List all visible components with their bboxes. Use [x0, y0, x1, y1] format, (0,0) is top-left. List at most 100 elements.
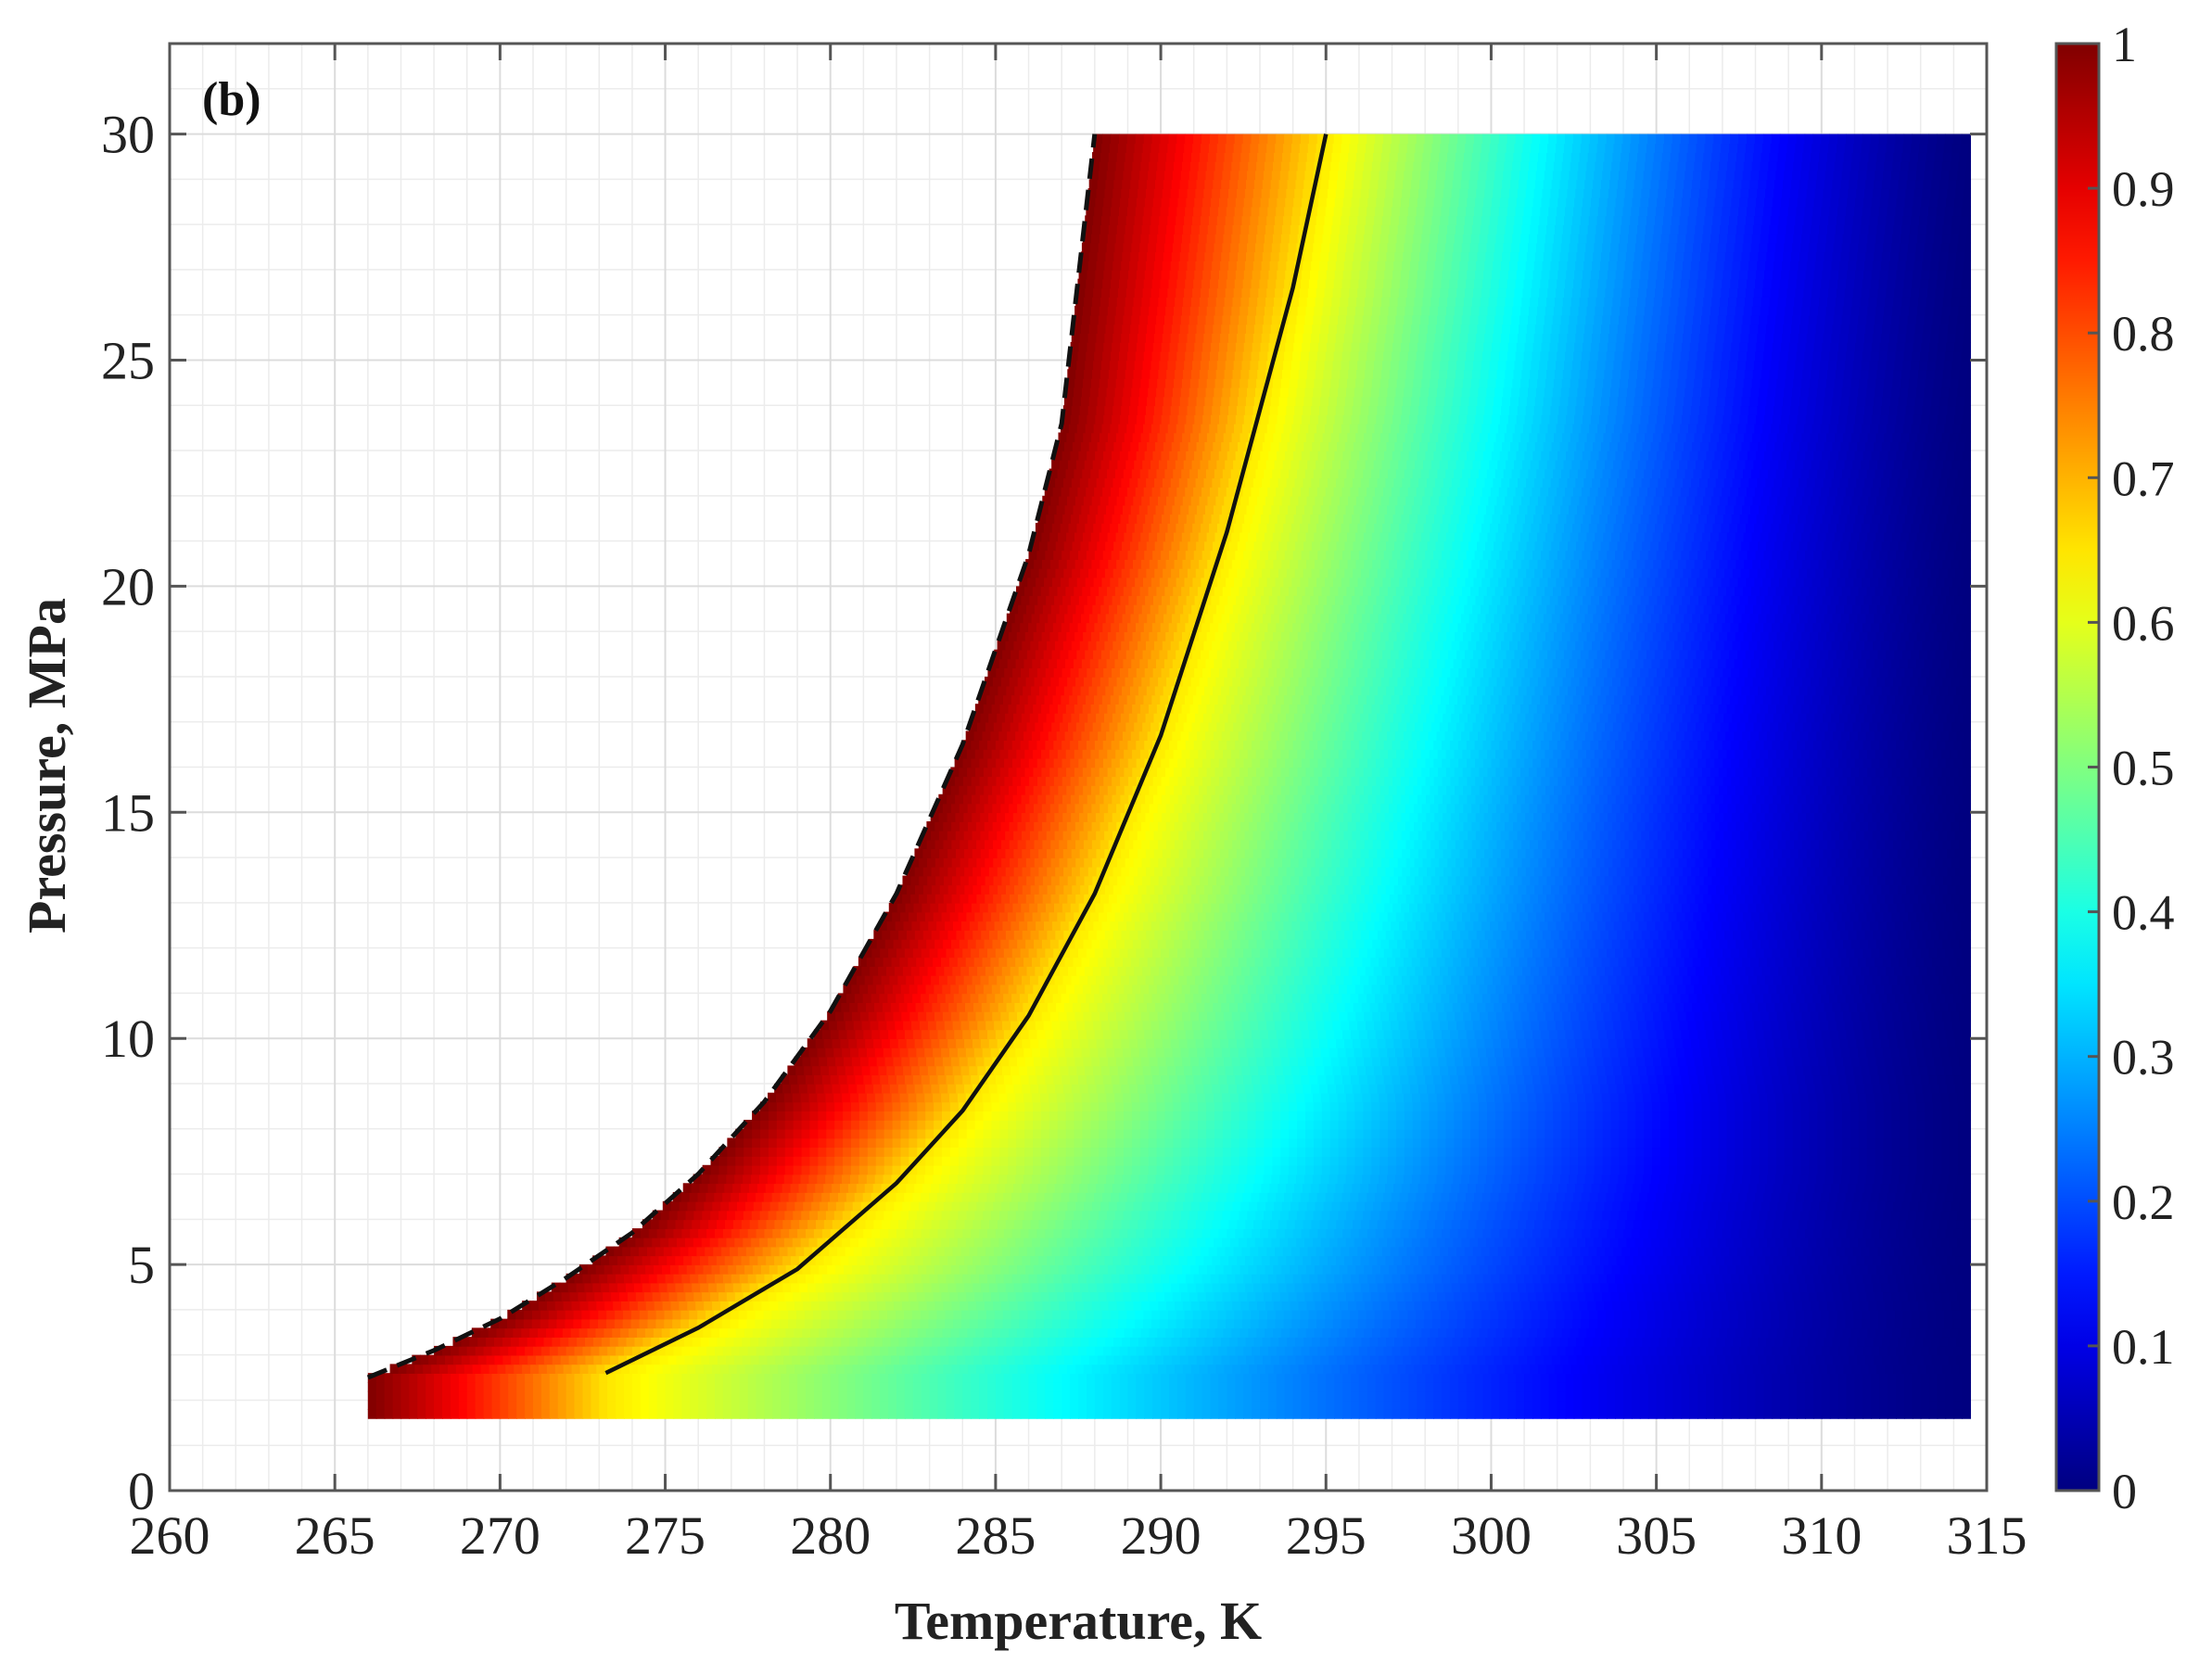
heatmap-cell [1089, 1238, 1099, 1248]
heatmap-cell [918, 1264, 927, 1275]
heatmap-cell [473, 1364, 482, 1374]
heatmap-cell [1813, 1346, 1823, 1356]
heatmap-cell [1233, 1201, 1242, 1212]
heatmap-cell [1282, 1301, 1291, 1311]
heatmap-cell [715, 1382, 724, 1392]
heatmap-cell [1782, 1255, 1791, 1265]
heatmap-cell [723, 1373, 732, 1383]
heatmap-cell [1639, 1310, 1648, 1320]
heatmap-cell [833, 1337, 842, 1347]
heatmap-cell [1430, 1327, 1439, 1338]
heatmap-cell [519, 1355, 528, 1365]
heatmap-cell [1913, 1400, 1922, 1410]
heatmap-cell [1306, 1364, 1316, 1374]
heatmap-cell [890, 1283, 899, 1293]
heatmap-cell [1710, 1238, 1719, 1248]
heatmap-cell [1524, 1346, 1533, 1356]
heatmap-cell [575, 1391, 584, 1402]
heatmap-cell [1559, 1337, 1569, 1347]
heatmap-cell [1805, 1346, 1814, 1356]
heatmap-cell [880, 1409, 889, 1419]
heatmap-cell [1164, 1291, 1174, 1301]
heatmap-cell [998, 1355, 1008, 1365]
heatmap-cell [1777, 1301, 1786, 1311]
heatmap-cell [926, 1264, 935, 1275]
heatmap-cell [990, 1174, 999, 1185]
heatmap-cell [1684, 1337, 1693, 1347]
heatmap-cell [1196, 1219, 1205, 1229]
heatmap-cell [1386, 1283, 1395, 1293]
heatmap-cell [1686, 1364, 1696, 1374]
heatmap-cell [1772, 1373, 1781, 1383]
heatmap-cell [1429, 1291, 1438, 1301]
heatmap-cell [1249, 1201, 1258, 1212]
heatmap-cell [1312, 1337, 1321, 1347]
heatmap-cell [1105, 1255, 1114, 1265]
heatmap-cell [1936, 1247, 1945, 1257]
heatmap-cell [946, 1409, 955, 1419]
heatmap-cell [701, 1355, 710, 1365]
heatmap-cell [1021, 1382, 1030, 1392]
heatmap-cell [1499, 1228, 1508, 1238]
heatmap-cell [1169, 1400, 1178, 1410]
heatmap-cell [1458, 1400, 1468, 1410]
heatmap-cell [1405, 1301, 1415, 1311]
heatmap-cell [855, 1228, 864, 1238]
heatmap-cell [981, 1219, 990, 1229]
heatmap-cell [1592, 1283, 1601, 1293]
heatmap-cell [1518, 1183, 1527, 1193]
heatmap-cell [1292, 1192, 1302, 1202]
heatmap-cell [1602, 1211, 1611, 1221]
heatmap-cell [1750, 1174, 1760, 1185]
heatmap-cell [1354, 1211, 1364, 1221]
heatmap-cell [1603, 1165, 1612, 1175]
heatmap-cell [1883, 1291, 1892, 1301]
heatmap-cell [1883, 1238, 1892, 1248]
heatmap-cell [1235, 1391, 1244, 1402]
heatmap-cell [1619, 1211, 1628, 1221]
heatmap-cell [1328, 1283, 1337, 1293]
heatmap-cell [1590, 1192, 1599, 1202]
heatmap-cell [1436, 1355, 1445, 1365]
heatmap-cell [923, 1255, 933, 1265]
heatmap-cell [929, 1310, 938, 1320]
heatmap-cell [896, 1400, 906, 1410]
heatmap-cell [1953, 1228, 1963, 1238]
heatmap-cell [1353, 1255, 1362, 1265]
heatmap-cell [1229, 1337, 1239, 1347]
heatmap-cell [922, 1228, 931, 1238]
heatmap-cell [1606, 1310, 1615, 1320]
heatmap-cell [1771, 1310, 1780, 1320]
heatmap-cell [1082, 1238, 1091, 1248]
heatmap-cell [1693, 1211, 1702, 1221]
heatmap-cell [1417, 1391, 1426, 1402]
heatmap-cell [1909, 1264, 1918, 1275]
heatmap-cell [1357, 1247, 1367, 1257]
heatmap-cell [1790, 1219, 1799, 1229]
heatmap-cell [1428, 1355, 1437, 1365]
heatmap-cell [1483, 1400, 1493, 1410]
heatmap-cell [718, 1156, 728, 1166]
heatmap-cell [1285, 1373, 1294, 1383]
heatmap-cell [1198, 1211, 1207, 1221]
heatmap-cell [760, 1291, 769, 1301]
heatmap-cell [690, 1391, 699, 1402]
heatmap-cell [1741, 1255, 1750, 1265]
heatmap-cell [508, 1400, 517, 1410]
heatmap-cell [1602, 1174, 1611, 1185]
heatmap-cell [664, 1247, 673, 1257]
heatmap-cell [980, 1183, 989, 1193]
heatmap-cell [1799, 1283, 1808, 1293]
heatmap-cell [1081, 1355, 1090, 1365]
heatmap-cell [903, 1247, 912, 1257]
heatmap-cell [698, 1391, 707, 1402]
heatmap-cell [442, 1373, 451, 1383]
heatmap-cell [706, 1409, 716, 1419]
heatmap-cell [1278, 1255, 1288, 1265]
heatmap-cell [1949, 1174, 1958, 1185]
heatmap-cell [491, 1400, 501, 1410]
heatmap-cell [1141, 1264, 1150, 1275]
heatmap-cell [1478, 1355, 1487, 1365]
heatmap-cell [1082, 1291, 1091, 1301]
heatmap-cell [1945, 1192, 1954, 1202]
